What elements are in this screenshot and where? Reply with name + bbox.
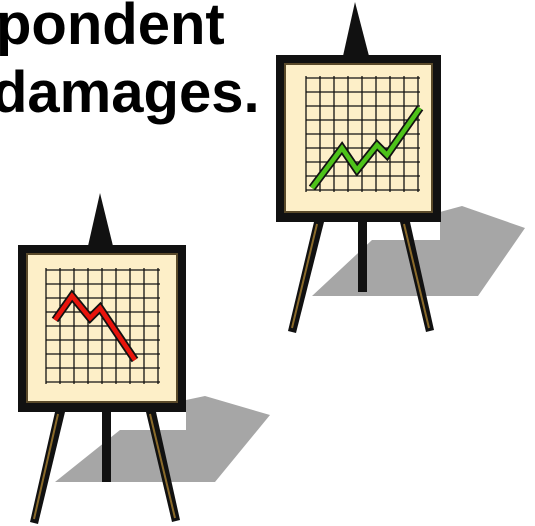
leg — [288, 222, 324, 333]
leg-highlight — [149, 413, 176, 519]
easel-top — [88, 193, 113, 246]
easel-falling — [18, 193, 270, 524]
trend-line — [53, 292, 137, 362]
trend-line — [310, 106, 422, 190]
headline-line: damages. — [0, 60, 260, 125]
headline-line: pondent — [0, 0, 225, 57]
leg — [30, 412, 65, 524]
easel-rising — [276, 2, 525, 333]
leg-highlight — [291, 223, 318, 329]
leg — [358, 222, 367, 292]
leg-highlight — [33, 413, 59, 520]
leg-highlight — [403, 223, 430, 329]
board — [284, 63, 433, 213]
leg — [102, 412, 111, 482]
easel-top — [343, 2, 369, 56]
